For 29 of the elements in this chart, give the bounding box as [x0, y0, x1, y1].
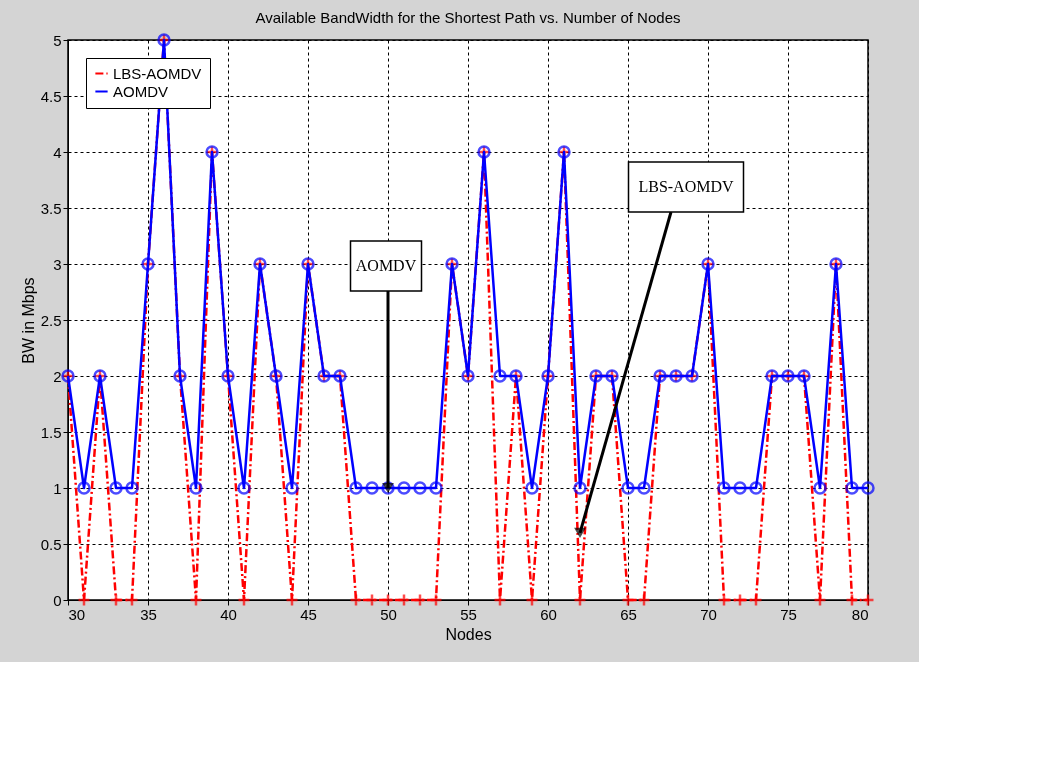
- annotation: LBS-AOMDV: [638, 178, 734, 195]
- x-tick-label: 55: [460, 605, 477, 623]
- x-tick-label: 30: [68, 605, 86, 623]
- y-axis-title: BW in Mbps: [19, 277, 37, 364]
- y-tick-label: 1: [53, 479, 62, 497]
- y-tick-label: 0.5: [40, 535, 62, 553]
- y-tick-label: 2: [53, 367, 62, 385]
- y-tick-label: 5: [53, 31, 62, 49]
- x-axis-title: Nodes: [445, 625, 492, 643]
- y-tick-label: 3.5: [40, 199, 62, 217]
- y-tick-label: 3: [53, 255, 62, 273]
- x-tick-label: 80: [851, 605, 869, 623]
- x-tick-label: 40: [220, 605, 237, 623]
- x-tick-label: 65: [620, 605, 637, 623]
- y-tick-label: 2.5: [40, 311, 62, 329]
- x-tick-label: 70: [700, 605, 717, 623]
- y-tick-label: 4.5: [40, 87, 62, 105]
- legend-label: AOMDV: [113, 82, 169, 100]
- y-tick-label: 4: [53, 143, 62, 161]
- chart-title: Available BandWidth for the Shortest Path vs. Number of Nodes: [255, 8, 681, 26]
- x-tick-label: 75: [780, 605, 797, 623]
- x-tick-label: 35: [140, 605, 157, 623]
- annotation: AOMDV: [355, 257, 417, 274]
- legend-label: LBS-AOMDV: [113, 64, 202, 82]
- x-tick-label: 50: [380, 605, 397, 623]
- y-tick-label: 1.5: [40, 423, 62, 441]
- x-tick-label: 60: [540, 605, 557, 623]
- x-tick-label: 45: [300, 605, 317, 623]
- y-tick-label: 0: [53, 591, 62, 609]
